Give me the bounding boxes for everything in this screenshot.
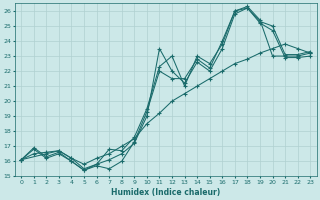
X-axis label: Humidex (Indice chaleur): Humidex (Indice chaleur) [111,188,220,197]
